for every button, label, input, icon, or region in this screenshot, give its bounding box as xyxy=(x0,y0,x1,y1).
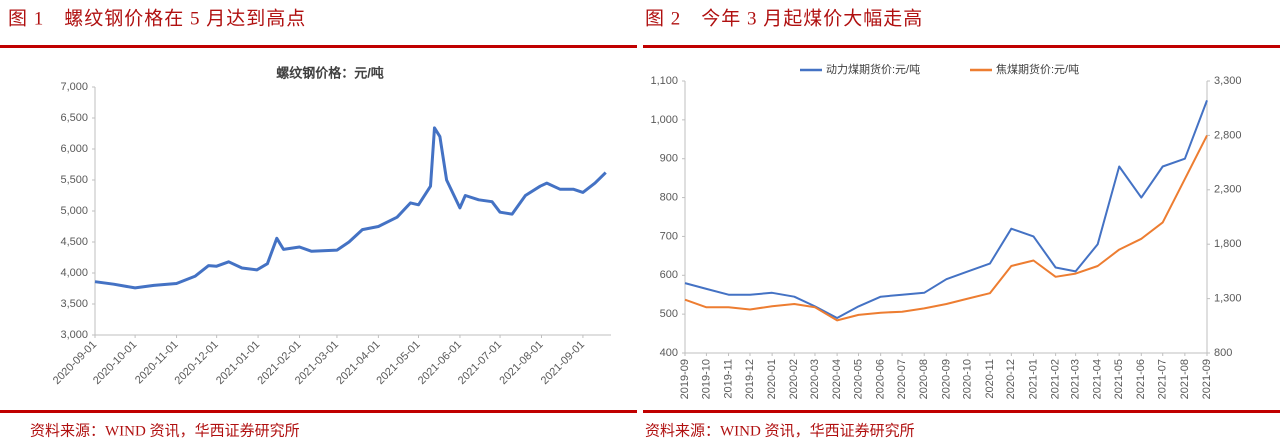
x-tick-label: 2021-09 xyxy=(1201,359,1213,399)
y2-tick-label: 1,800 xyxy=(1214,238,1242,250)
x-tick-label: 2021-01-01 xyxy=(214,339,262,387)
x-tick-label: 2021-08 xyxy=(1179,359,1191,399)
x-tick-label: 2021-05 xyxy=(1113,359,1125,399)
y-tick-label: 400 xyxy=(660,347,678,359)
x-tick-label: 2020-12 xyxy=(1005,359,1017,399)
rule xyxy=(0,45,637,48)
y-tick-label: 600 xyxy=(660,269,678,281)
y-tick-label: 6,500 xyxy=(60,112,88,124)
y-tick-label: 7,000 xyxy=(60,81,88,93)
x-tick-label: 2020-04 xyxy=(831,359,843,399)
x-tick-label: 2020-12-01 xyxy=(173,339,221,387)
y2-tick-label: 2,300 xyxy=(1214,184,1242,196)
x-tick-label: 2021-04 xyxy=(1092,359,1104,399)
rule xyxy=(643,410,1280,413)
x-tick-label: 2021-01 xyxy=(1027,359,1039,399)
x-tick-label: 2020-08 xyxy=(918,359,930,399)
source: 资料来源：WIND 资讯，华西证券研究所 xyxy=(645,422,915,439)
y-tick-label: 6,000 xyxy=(60,143,88,155)
x-tick-label: 2020-10-01 xyxy=(91,339,139,387)
y-tick-label: 700 xyxy=(660,230,678,242)
y-tick-label: 3,000 xyxy=(60,329,88,341)
y-tick-label: 4,500 xyxy=(60,236,88,248)
y-tick-label: 800 xyxy=(660,191,678,203)
y2-tick-label: 2,800 xyxy=(1214,129,1242,141)
line-series xyxy=(94,126,607,290)
y2-tick-label: 3,300 xyxy=(1214,75,1242,87)
y-tick-label: 500 xyxy=(660,308,678,320)
y-tick-label: 1,000 xyxy=(650,114,678,126)
legend-label: 焦煤期货价:元/吨 xyxy=(996,62,1079,76)
y-tick-label: 4,000 xyxy=(60,267,88,279)
figure-title: 图 2 今年 3 月起煤价大幅走高 xyxy=(645,7,923,29)
y-tick-label: 3,500 xyxy=(60,298,88,310)
figure-title: 图 1 螺纹钢价格在 5 月达到高点 xyxy=(8,7,306,29)
x-tick-label: 2021-09-01 xyxy=(539,339,587,387)
chart-title: 螺纹钢价格：元/吨 xyxy=(276,65,384,80)
x-tick-label: 2020-02 xyxy=(788,359,800,399)
x-tick-label: 2019-10 xyxy=(700,359,712,399)
x-tick-label: 2019-11 xyxy=(722,359,734,399)
x-tick-label: 2020-01 xyxy=(766,359,778,399)
x-tick-label: 2021-07-01 xyxy=(456,339,504,387)
x-tick-label: 2021-06 xyxy=(1135,359,1147,399)
y-tick-label: 900 xyxy=(660,153,678,165)
y2-tick-label: 800 xyxy=(1214,347,1232,359)
y2-tick-label: 1,300 xyxy=(1214,293,1242,305)
x-tick-label: 2021-02 xyxy=(1050,359,1062,399)
x-tick-label: 2019-09 xyxy=(679,359,691,399)
x-tick-label: 2021-03 xyxy=(1070,359,1082,399)
legend-label: 动力煤期货价:元/吨 xyxy=(826,62,920,76)
x-tick-label: 2021-08-01 xyxy=(497,339,545,387)
x-tick-label: 2020-10 xyxy=(962,359,974,399)
x-tick-label: 2020-03 xyxy=(809,359,821,399)
line-series xyxy=(684,100,1208,319)
x-tick-label: 2021-05-01 xyxy=(374,339,422,387)
y-tick-label: 1,100 xyxy=(650,75,678,87)
x-tick-label: 2020-11 xyxy=(984,359,996,399)
y-tick-label: 5,000 xyxy=(60,205,88,217)
x-tick-label: 2021-07 xyxy=(1157,359,1169,399)
line-series xyxy=(684,134,1208,322)
x-tick-label: 2020-05 xyxy=(852,359,864,399)
x-tick-label: 2020-06 xyxy=(875,359,887,399)
rule xyxy=(0,410,637,413)
x-tick-label: 2020-09 xyxy=(940,359,952,399)
rule xyxy=(643,45,1280,48)
x-tick-label: 2019-12 xyxy=(744,359,756,399)
source: 资料来源：WIND 资讯，华西证券研究所 xyxy=(30,422,300,439)
x-tick-label: 2020-07 xyxy=(896,359,908,399)
y-tick-label: 5,500 xyxy=(60,174,88,186)
